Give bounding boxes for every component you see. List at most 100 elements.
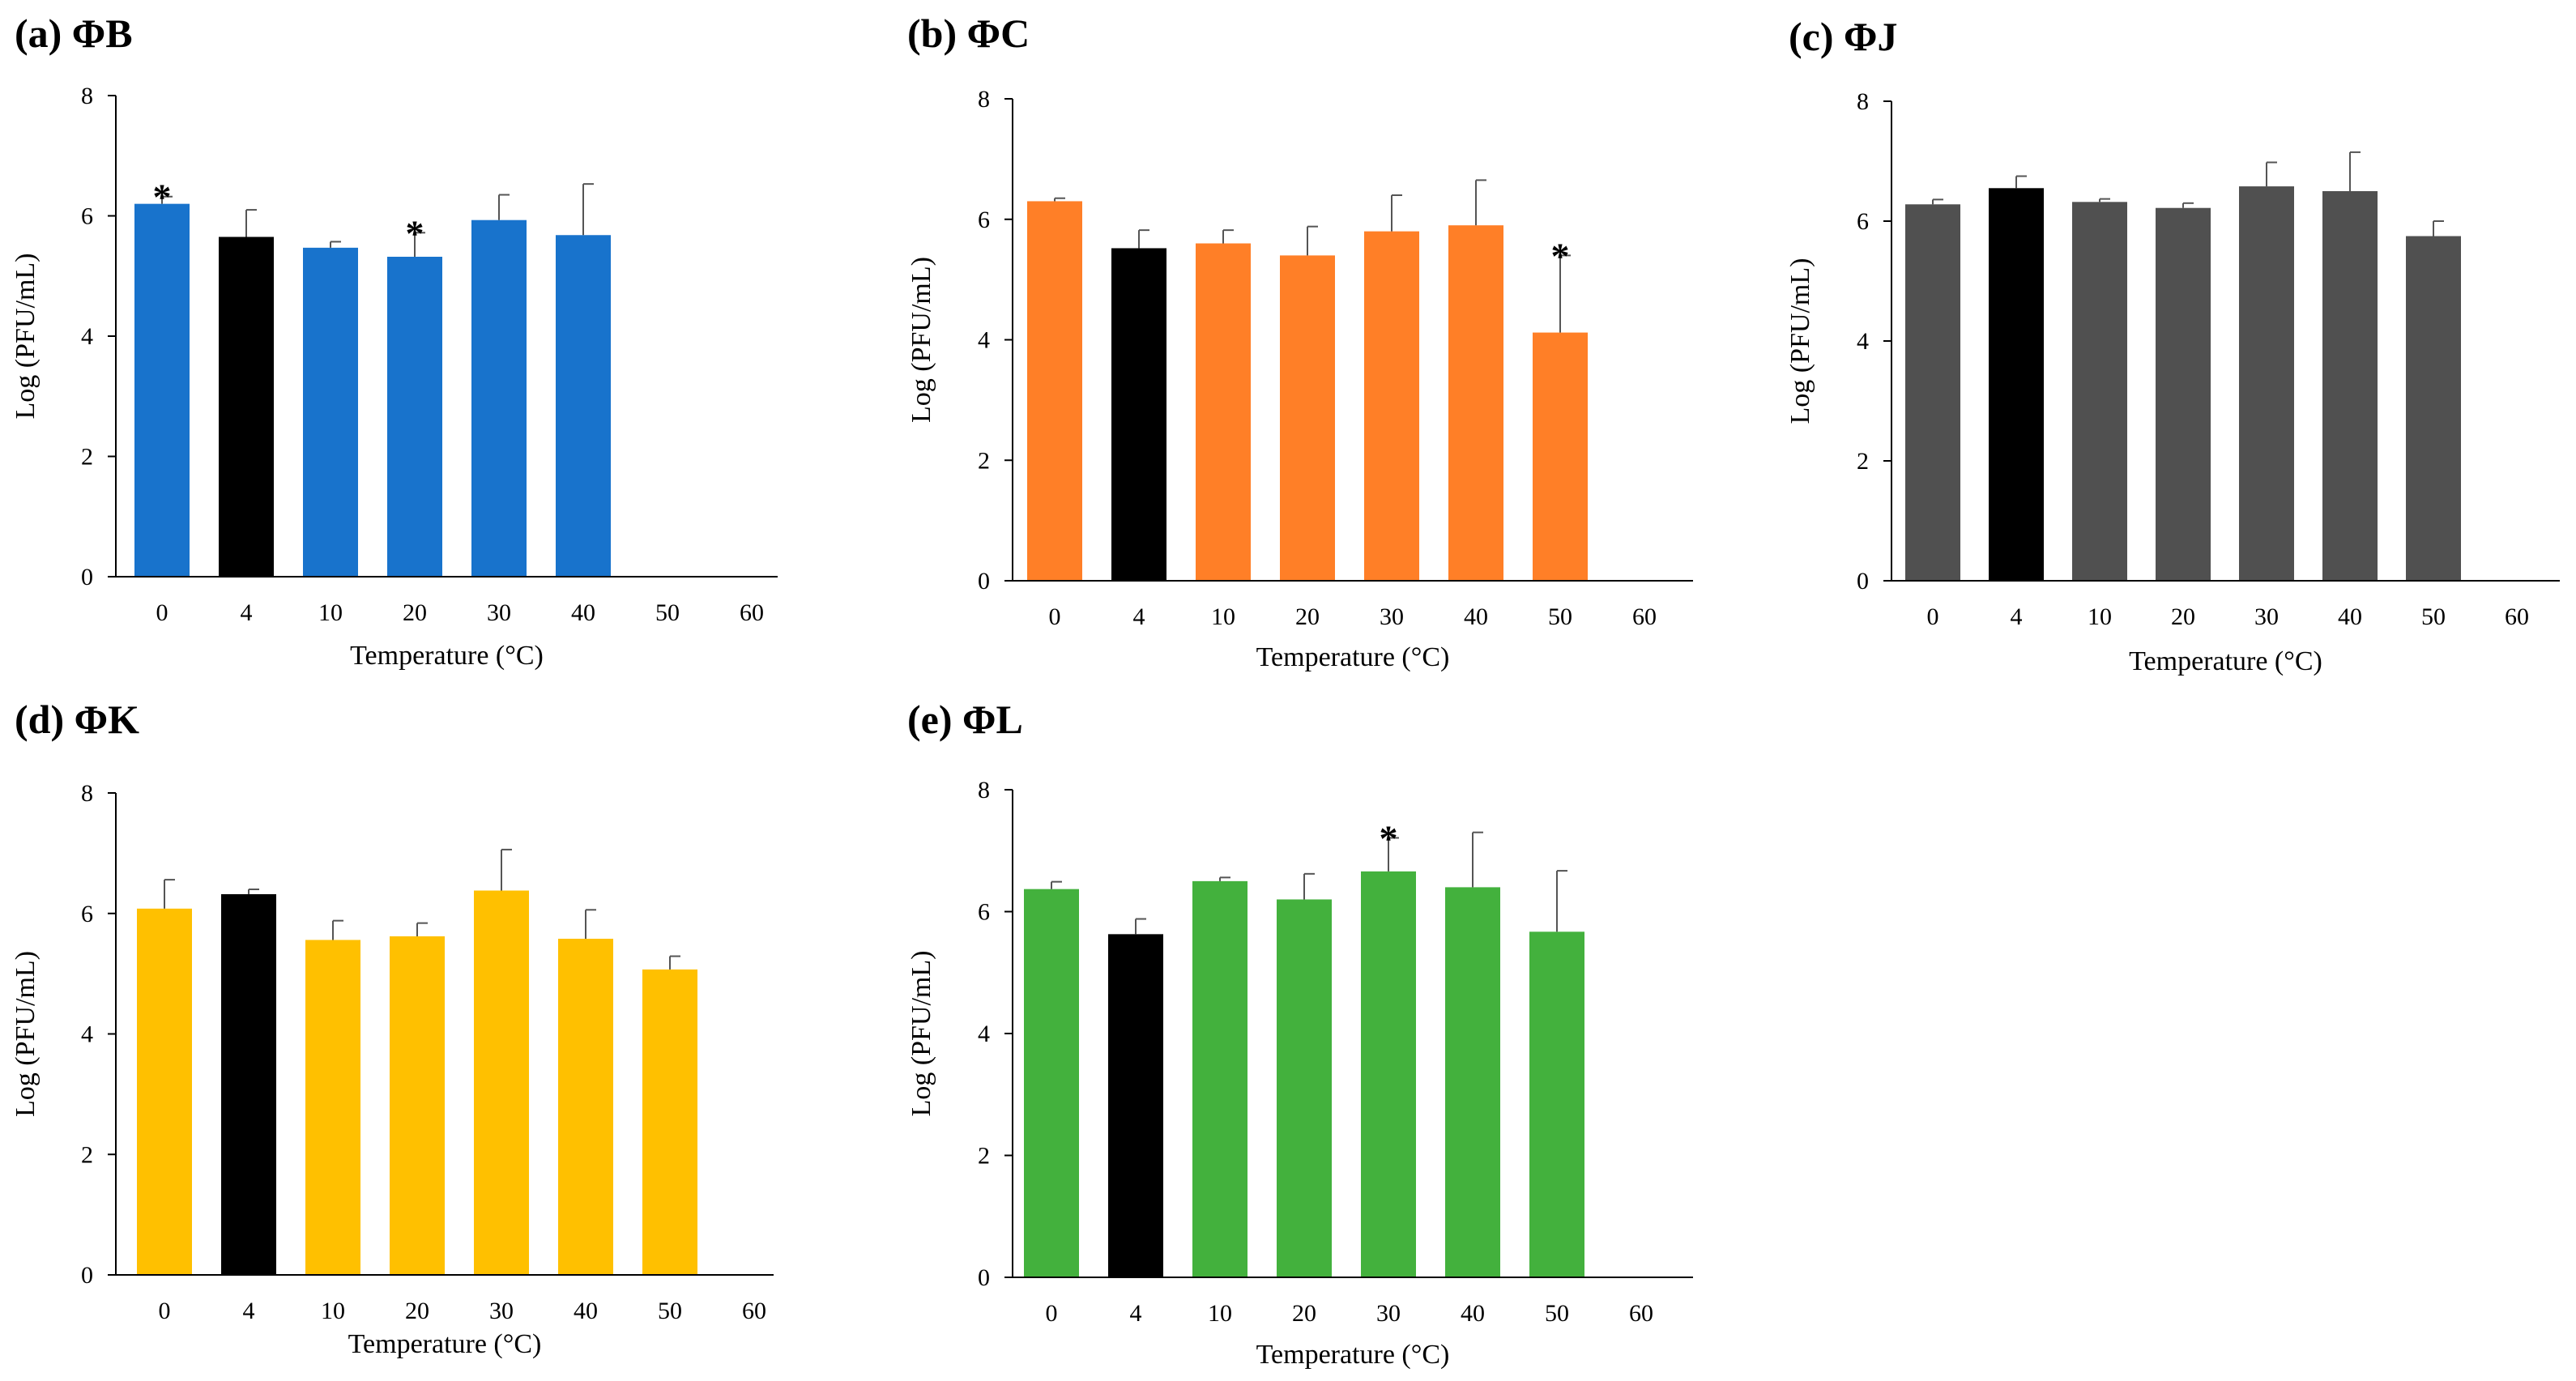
y-tick-label: 2 bbox=[978, 447, 990, 474]
x-tick-label: 4 bbox=[2011, 603, 2023, 630]
x-tick-label: 60 bbox=[2505, 603, 2529, 630]
x-tick-label: 60 bbox=[740, 599, 764, 626]
bar-0 bbox=[134, 203, 190, 577]
x-tick-label: 4 bbox=[241, 599, 253, 626]
x-tick-label: 30 bbox=[489, 1298, 514, 1324]
y-tick-label: 8 bbox=[978, 777, 990, 803]
y-tick-label: 0 bbox=[978, 568, 990, 595]
bar-50 bbox=[1533, 332, 1588, 581]
bar-20 bbox=[387, 256, 442, 577]
y-tick-label: 0 bbox=[978, 1264, 990, 1291]
bar-20 bbox=[390, 936, 445, 1275]
x-axis-title: Temperature (°C) bbox=[1256, 1340, 1450, 1370]
chart-panel-4: (d) ΦK 0 2 4 6 8 Log (PFU/mL) 0 4 10 20 30 40 50 60 Tem… bbox=[11, 697, 774, 1359]
bar-20 bbox=[1277, 899, 1332, 1277]
bar-0 bbox=[1024, 889, 1079, 1277]
x-tick-label: 0 bbox=[156, 599, 168, 626]
bar-4 bbox=[1989, 188, 2044, 582]
x-tick-label: 50 bbox=[1545, 1300, 1569, 1327]
bar-10 bbox=[1196, 243, 1251, 581]
x-tick-label: 40 bbox=[1461, 1300, 1485, 1327]
bar-4 bbox=[219, 237, 274, 577]
x-tick-label: 30 bbox=[1376, 1300, 1401, 1327]
y-axis-title: Log (PFU/mL) bbox=[11, 951, 41, 1117]
bar-0 bbox=[1905, 204, 1960, 581]
x-tick-label: 0 bbox=[1046, 1300, 1058, 1327]
bar-30 bbox=[2239, 186, 2294, 581]
significance-star: * bbox=[153, 177, 172, 218]
x-tick-label: 50 bbox=[658, 1298, 682, 1324]
panel-title: (c) ΦJ bbox=[1789, 14, 1897, 59]
bar-10 bbox=[305, 940, 360, 1275]
y-tick-label: 8 bbox=[1857, 88, 1869, 115]
chart-panel-3: (c) ΦJ 0 2 4 6 8 Log (PFU/mL) 0 4 10 20 30 40 50 60 Tem… bbox=[1785, 14, 2560, 676]
chart-panel-1: (a) ΦB 0 2 4 6 8 Log (PFU/mL) * 0 4 10 * 20 30 40 50 60 T… bbox=[11, 11, 778, 671]
bar-30 bbox=[1364, 231, 1419, 581]
y-tick-label: 4 bbox=[81, 323, 93, 350]
x-tick-label: 30 bbox=[1380, 603, 1404, 630]
x-tick-label: 60 bbox=[1629, 1300, 1653, 1327]
y-tick-label: 2 bbox=[81, 444, 93, 471]
y-tick-label: 0 bbox=[81, 1262, 93, 1289]
y-tick-label: 6 bbox=[1857, 208, 1869, 235]
bar-40 bbox=[1445, 887, 1500, 1277]
x-tick-label: 20 bbox=[1292, 1300, 1316, 1327]
bar-20 bbox=[2156, 207, 2211, 581]
x-tick-label: 60 bbox=[1632, 603, 1657, 630]
bar-30 bbox=[1361, 871, 1416, 1277]
y-tick-label: 6 bbox=[978, 207, 990, 233]
bar-0 bbox=[137, 908, 192, 1275]
significance-star: * bbox=[406, 212, 424, 254]
y-axis-title: Log (PFU/mL) bbox=[906, 257, 936, 423]
x-tick-label: 4 bbox=[1133, 603, 1145, 630]
x-tick-label: 0 bbox=[1927, 603, 1939, 630]
y-tick-label: 4 bbox=[1857, 328, 1869, 355]
y-axis-title: Log (PFU/mL) bbox=[11, 254, 41, 420]
bar-10 bbox=[2072, 202, 2127, 581]
bar-30 bbox=[471, 220, 527, 577]
x-tick-label: 10 bbox=[1211, 603, 1235, 630]
y-tick-label: 0 bbox=[81, 564, 93, 590]
x-axis-title: Temperature (°C) bbox=[1256, 642, 1450, 672]
x-tick-label: 40 bbox=[574, 1298, 598, 1324]
y-tick-label: 2 bbox=[978, 1143, 990, 1170]
x-tick-label: 50 bbox=[2421, 603, 2446, 630]
x-tick-label: 0 bbox=[159, 1298, 171, 1324]
bar-50 bbox=[1529, 931, 1584, 1277]
bar-10 bbox=[1192, 880, 1247, 1277]
panel-title: (b) ΦC bbox=[907, 11, 1030, 56]
x-tick-label: 20 bbox=[1295, 603, 1320, 630]
bar-50 bbox=[642, 969, 697, 1275]
x-tick-label: 60 bbox=[742, 1298, 766, 1324]
y-axis-title: Log (PFU/mL) bbox=[1785, 258, 1815, 424]
y-tick-label: 6 bbox=[978, 899, 990, 926]
y-tick-label: 6 bbox=[81, 203, 93, 230]
x-tick-label: 10 bbox=[1208, 1300, 1232, 1327]
y-tick-label: 8 bbox=[978, 86, 990, 113]
x-tick-label: 20 bbox=[2171, 603, 2195, 630]
x-tick-label: 40 bbox=[2338, 603, 2362, 630]
x-tick-label: 50 bbox=[1548, 603, 1572, 630]
x-tick-label: 40 bbox=[571, 599, 595, 626]
y-tick-label: 4 bbox=[978, 327, 990, 354]
x-axis-title: Temperature (°C) bbox=[2129, 646, 2322, 676]
x-tick-label: 50 bbox=[655, 599, 680, 626]
y-tick-label: 2 bbox=[81, 1141, 93, 1168]
y-tick-label: 6 bbox=[81, 901, 93, 927]
bar-40 bbox=[558, 938, 613, 1275]
y-tick-label: 8 bbox=[81, 780, 93, 807]
y-tick-label: 4 bbox=[978, 1021, 990, 1047]
bar-4 bbox=[1108, 934, 1163, 1277]
y-axis-title: Log (PFU/mL) bbox=[906, 951, 936, 1117]
bar-50 bbox=[2406, 236, 2461, 581]
x-tick-label: 10 bbox=[318, 599, 343, 626]
panel-title: (e) ΦL bbox=[907, 697, 1023, 742]
x-tick-label: 10 bbox=[321, 1298, 345, 1324]
x-tick-label: 0 bbox=[1049, 603, 1061, 630]
chart-panel-2: (b) ΦC 0 2 4 6 8 Log (PFU/mL) 0 4 10 20 30 40 * 50 60 Te… bbox=[906, 11, 1693, 672]
bar-40 bbox=[1448, 225, 1503, 581]
x-tick-label: 4 bbox=[1130, 1300, 1142, 1327]
x-tick-label: 10 bbox=[2088, 603, 2112, 630]
x-tick-label: 30 bbox=[2254, 603, 2279, 630]
